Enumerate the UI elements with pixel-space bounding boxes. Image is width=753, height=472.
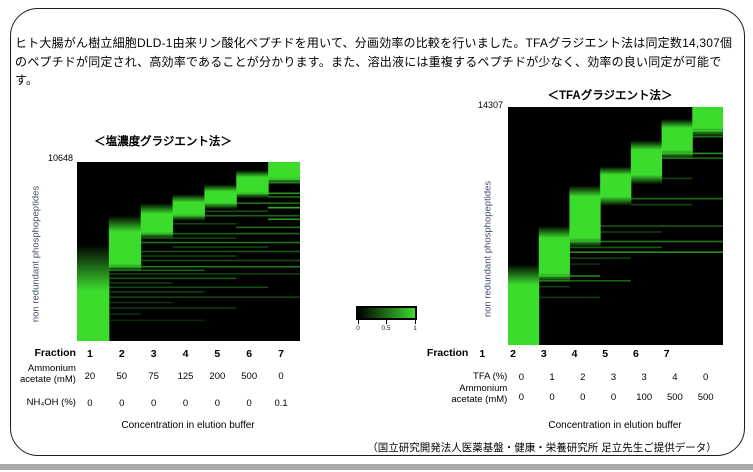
table-cell: 4 [182, 348, 189, 360]
data-credit: （国立研究開発法人医薬基盤・健康・栄養研究所 足立先生ご提供データ） [367, 442, 717, 454]
table-cell: 0.1 [274, 398, 288, 409]
table-cell: 0 [119, 398, 125, 409]
table-cell: 1 [549, 372, 555, 383]
table-cell: 3 [150, 348, 157, 360]
table-cell: 0 [610, 392, 617, 403]
chart-title: ＜塩濃度グラジエント法＞ [94, 136, 232, 148]
table-cell: 5 [602, 348, 609, 360]
table-cell: 6 [246, 348, 253, 360]
table-cell: 50 [116, 371, 128, 382]
table-cell: 7 [663, 348, 670, 360]
table-cell: 7 [278, 348, 284, 360]
table-cell: 0 [580, 392, 586, 403]
table-cell: 0 [549, 392, 555, 403]
chart-title: ＜TFAグラジエント法＞ [547, 90, 673, 102]
table-cell: 0 [518, 372, 524, 383]
row-label: Fraction [34, 347, 76, 359]
x-axis-label: Concentration in elution buffer [121, 420, 255, 431]
row-label: TFA (%) [473, 371, 508, 382]
colorbar-tick-mid [386, 320, 387, 324]
table-cell: 2 [510, 348, 516, 360]
table-cell: 3 [610, 372, 617, 383]
table-cell: 0 [246, 398, 252, 409]
table-cell: 4 [571, 348, 578, 360]
x-axis-label: Concentration in elution buffer [548, 420, 682, 431]
table-cell: 6 [633, 348, 639, 360]
table-cell: 0 [182, 398, 189, 409]
table-cell: 2 [580, 372, 586, 383]
y-axis-label: non redundant phosphopeptides [482, 180, 494, 318]
colorbar-label-max: 1 [413, 325, 417, 332]
table-cell: 5 [214, 348, 221, 360]
row-label: Ammonium acetate (mM) [19, 363, 76, 385]
total-count: 14307 [477, 100, 503, 110]
table-cell: 500 [666, 392, 683, 403]
row-label: NH₄OH (%) [26, 397, 76, 408]
y-axis-label: non redundant phosphopeptides [30, 185, 42, 323]
table-cell: 200 [209, 371, 226, 382]
colorbar-label-min: 0 [356, 325, 360, 332]
table-cell: 0 [87, 398, 93, 409]
heatmap [508, 107, 723, 345]
colorbar-tick-max [415, 320, 416, 324]
table-cell: 0 [278, 371, 284, 382]
table-cell: 500 [241, 371, 258, 382]
row-label: Ammonium acetate (mM) [451, 383, 508, 405]
total-count: 10648 [47, 153, 73, 163]
row-label: Fraction [426, 347, 469, 359]
colorbar-label-mid: 0.5 [381, 325, 391, 332]
table-cell: 1 [87, 348, 93, 360]
table-cell: 500 [697, 392, 714, 403]
rounded-frame [10, 8, 745, 456]
table-cell: 3 [540, 348, 547, 360]
heatmap [77, 162, 300, 341]
table-cell: 4 [672, 372, 678, 383]
table-cell: 100 [636, 392, 653, 403]
description-text: ヒト大腸がん樹立細胞DLD-1由来リン酸化ペプチドを用いて、分画効率の比較を行い… [15, 36, 733, 87]
colorbar: 0 0.5 1 [356, 306, 418, 336]
table-cell: 0 [702, 372, 709, 383]
table-cell: 0 [518, 392, 524, 403]
colorbar-gradient [356, 306, 417, 320]
bottom-divider [0, 464, 753, 470]
table-cell: 0 [150, 398, 157, 409]
table-cell: 75 [148, 371, 159, 382]
table-cell: 2 [118, 348, 125, 360]
table-cell: 1 [479, 348, 486, 360]
table-cell: 125 [177, 371, 194, 382]
table-cell: 0 [214, 398, 220, 409]
table-cell: 20 [84, 371, 96, 382]
table-cell: 3 [641, 372, 647, 383]
colorbar-tick-min [358, 320, 359, 324]
